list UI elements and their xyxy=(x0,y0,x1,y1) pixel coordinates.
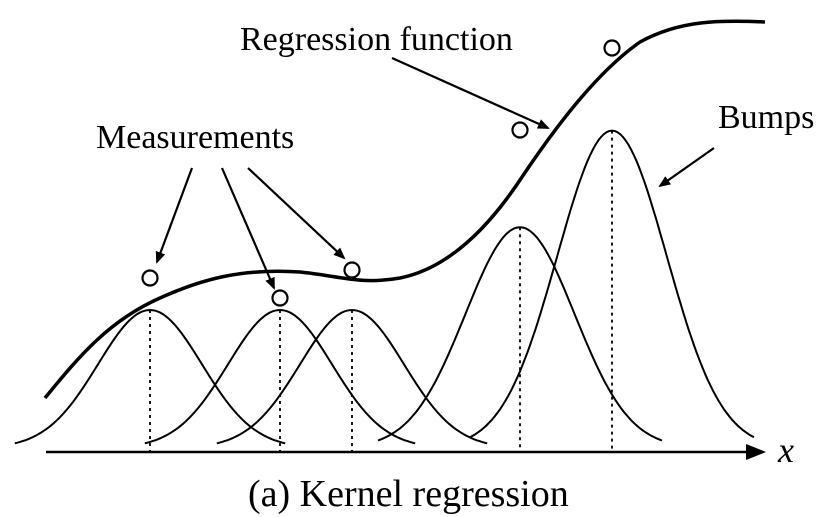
bumps-arrow xyxy=(658,147,715,188)
bump-center-lines xyxy=(149,130,613,452)
bumps-group xyxy=(14,129,755,445)
regression-function-arrow xyxy=(391,56,550,130)
measurement-point-1 xyxy=(141,269,159,287)
bumps-label: Bumps xyxy=(718,99,814,136)
measurement-arrow-1 xyxy=(155,167,194,264)
figure-caption: (a) Kernel regression xyxy=(248,473,569,515)
x-axis-arrowhead xyxy=(746,444,766,460)
measurement-point-5 xyxy=(603,39,621,57)
measurements-label: Measurements xyxy=(96,119,294,156)
measurement-arrow-3 xyxy=(247,167,346,260)
measurements-group xyxy=(141,39,621,307)
regression-function-curve xyxy=(43,19,766,400)
regression-function-label: Regression function xyxy=(240,21,513,58)
measurement-arrow-2 xyxy=(220,167,276,290)
measurement-point-4 xyxy=(511,121,529,139)
measurement-point-3 xyxy=(343,261,361,279)
measurement-point-2 xyxy=(271,289,289,307)
x-axis-label: x xyxy=(777,430,794,470)
